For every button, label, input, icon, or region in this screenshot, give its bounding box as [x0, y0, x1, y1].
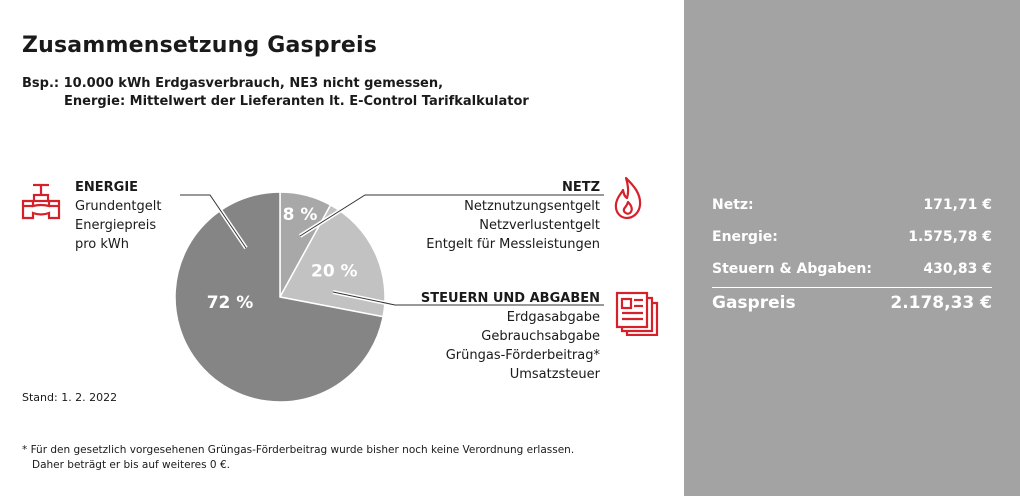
total-label: Gaspreis [712, 293, 796, 313]
energie-line: Energiepreis [75, 218, 157, 233]
steuern-line: Gebrauchsabgabe [481, 329, 600, 344]
steuern-line: Umsatzsteuer [509, 367, 600, 382]
subtitle-line-2: Energie: Mittelwert der Lieferanten lt. … [64, 94, 529, 109]
summary-value: 1.575,78 € [908, 229, 992, 245]
page-title: Zusammensetzung Gaspreis [22, 33, 378, 58]
energie-heading: ENERGIE [75, 180, 139, 195]
summary-label: Energie: [712, 229, 778, 245]
footnote-line-1: * Für den gesetzlich vorgesehenen Grünga… [22, 444, 575, 456]
footnote: * Für den gesetzlich vorgesehenen Grünga… [22, 443, 574, 473]
pie-chart: 8 % 20 % 72 % [174, 191, 604, 403]
document-icon [615, 291, 659, 336]
steuern-line: Erdgasabgabe [506, 310, 600, 325]
netz-line: Entgelt für Messleistungen [426, 237, 600, 252]
stand-date: Stand: 1. 2. 2022 [22, 391, 118, 404]
valve-icon [21, 183, 61, 220]
summary-label: Steuern & Abgaben: [712, 261, 872, 277]
footnote-line-2: Daher beträgt er bis auf weiteres 0 €. [32, 459, 230, 471]
slice-label-energie: 72 % [207, 293, 254, 313]
summary-value: 171,71 € [923, 197, 992, 213]
flame-icon [614, 176, 642, 220]
summary-value: 430,83 € [923, 261, 992, 277]
netz-line: Netznutzungsentgelt [464, 199, 600, 214]
steuern-label: STEUERN UND ABGABEN Erdgasabgabe Gebrauc… [421, 289, 600, 384]
pie-slice-energie [174, 191, 385, 403]
connector-steuern [332, 291, 604, 306]
summary-divider [712, 287, 992, 288]
slice-label-steuern: 20 % [311, 261, 358, 281]
netz-line: Netzverlustentgelt [479, 218, 600, 233]
energie-label: ENERGIE Grundentgelt Energiepreis pro kW… [75, 178, 161, 254]
slice-label-netz: 8 % [283, 205, 318, 225]
steuern-line: Grüngas-Förderbeitrag* [445, 348, 600, 363]
connector-netz [299, 194, 604, 237]
main-panel: Zusammensetzung Gaspreis Bsp.: 10.000 kW… [21, 33, 659, 473]
subtitle: Bsp.: 10.000 kWh Erdgasverbrauch, NE3 ni… [22, 75, 529, 111]
connector-energie [180, 194, 247, 249]
energie-line: pro kWh [75, 237, 130, 252]
subtitle-line-1: Bsp.: 10.000 kWh Erdgasverbrauch, NE3 ni… [22, 76, 444, 91]
total-value: 2.178,33 € [890, 293, 992, 313]
summary-label: Netz: [712, 197, 754, 213]
energie-line: Grundentgelt [75, 199, 162, 214]
netz-heading: NETZ [561, 180, 600, 195]
steuern-heading: STEUERN UND ABGABEN [420, 291, 600, 306]
summary-panel: Netz: 171,71 € Energie: 1.575,78 € Steue… [684, 0, 1020, 496]
netz-label: NETZ Netznutzungsentgelt Netzverlustentg… [426, 178, 600, 254]
